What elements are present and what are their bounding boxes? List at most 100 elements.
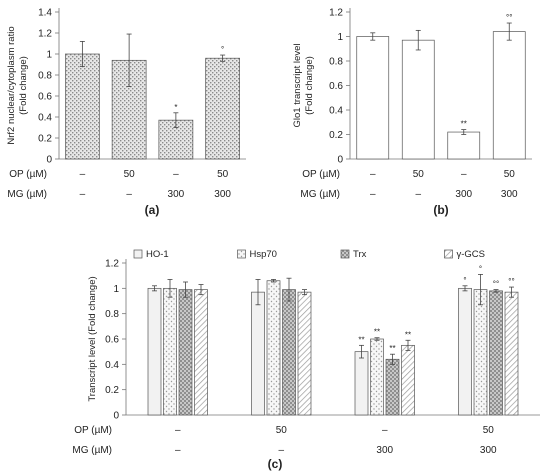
y-tick-label: 1.2 — [329, 8, 343, 19]
y-tick-label: 1.4 — [38, 8, 52, 19]
condition-value: 50 — [217, 169, 229, 180]
significance-mark: °° — [506, 13, 512, 22]
y-tick-label: 0.6 — [105, 335, 119, 346]
condition-value: – — [370, 189, 376, 200]
y-axis-label: Transcript level (Fold change) — [87, 276, 98, 401]
significance-mark: ** — [389, 344, 395, 353]
bar — [297, 291, 312, 416]
y-tick-label: 0.4 — [105, 360, 119, 371]
y-tick-label: 1.2 — [105, 259, 119, 270]
panel-c: 0 0.2 0.4 0.6 0.8 1 1.2 Transcript level (Fold … — [72, 249, 540, 471]
significance-mark: ° — [463, 276, 466, 285]
legend-swatch — [340, 249, 350, 259]
y-tick-label: 0.8 — [105, 309, 119, 320]
condition-value: – — [278, 445, 284, 456]
condition-label: OP (µM) — [74, 425, 112, 436]
condition-value: – — [461, 169, 467, 180]
y-tick-label: 0 — [337, 155, 343, 166]
significance-mark: ** — [405, 330, 411, 339]
bar — [205, 57, 240, 160]
bar — [356, 36, 390, 160]
panel-label: (a) — [145, 203, 160, 217]
condition-value: 300 — [480, 445, 497, 456]
legend-swatch — [237, 249, 246, 259]
significance-mark: ** — [358, 335, 364, 344]
condition-value: 300 — [376, 445, 393, 456]
condition-value: 50 — [124, 169, 136, 180]
bar — [147, 287, 162, 416]
legend-swatch — [133, 249, 143, 259]
condition-value: 300 — [168, 189, 185, 200]
significance-mark: °° — [493, 280, 499, 289]
panel-label: (c) — [268, 457, 283, 471]
bar — [163, 287, 177, 416]
significance-mark: °° — [508, 277, 514, 286]
significance-mark: ° — [479, 264, 482, 273]
condition-label: MG (µM) — [72, 445, 112, 456]
condition-value: – — [175, 425, 181, 436]
bar — [370, 338, 384, 416]
bar — [492, 31, 526, 160]
bar — [178, 289, 193, 416]
y-tick-label: 1.2 — [38, 29, 52, 40]
condition-label: OP (µM) — [302, 169, 340, 180]
condition-value: – — [382, 425, 388, 436]
bar — [401, 39, 435, 160]
bar — [504, 291, 519, 416]
y-tick-label: 0 — [113, 411, 119, 422]
panel-b: 0 0.2 0.4 0.6 0.8 1 1.2 Glo1 transcript level (F… — [292, 8, 532, 217]
bar — [447, 131, 481, 160]
condition-value: 50 — [504, 169, 516, 180]
significance-mark: * — [174, 103, 177, 112]
y-axis-label: Nrf2 nuclear/cytoplasm ratio — [6, 26, 17, 144]
condition-value: – — [126, 189, 132, 200]
condition-value: 300 — [455, 189, 472, 200]
condition-value: – — [80, 189, 86, 200]
condition-label: MG (µM) — [300, 189, 340, 200]
y-axis-label: (Fold change) — [18, 56, 29, 115]
condition-value: – — [173, 169, 179, 180]
bar — [385, 358, 400, 416]
bar — [489, 290, 503, 416]
condition-label: OP (µM) — [9, 169, 47, 180]
significance-mark: ** — [461, 120, 467, 129]
y-tick-label: 1 — [113, 284, 119, 295]
legend-label: Hsp70 — [250, 249, 277, 260]
y-axis-label: Glo1 transcript level — [292, 44, 303, 128]
y-tick-label: 0 — [46, 155, 52, 166]
panel-label: (b) — [433, 203, 448, 217]
bar — [354, 351, 369, 416]
condition-value: 300 — [501, 189, 518, 200]
bar — [65, 53, 100, 160]
y-tick-label: 1 — [337, 32, 343, 43]
condition-value: 50 — [483, 425, 495, 436]
y-tick-label: 0.4 — [329, 106, 343, 117]
bar — [473, 289, 488, 416]
condition-value: – — [80, 169, 86, 180]
condition-value: – — [415, 189, 421, 200]
legend-swatch — [444, 249, 453, 259]
legend-label: γ-GCS — [457, 249, 486, 260]
y-tick-label: 0.4 — [38, 113, 52, 124]
significance-mark: ** — [374, 328, 380, 337]
bar — [194, 289, 208, 416]
y-axis-label: (Fold change) — [304, 56, 315, 115]
y-tick-label: 0.8 — [329, 57, 343, 68]
bar — [401, 344, 415, 416]
bar — [282, 289, 296, 416]
condition-label: MG (µM) — [7, 189, 47, 200]
condition-value: – — [175, 445, 181, 456]
legend-label: HO-1 — [146, 249, 169, 260]
bar — [251, 291, 265, 416]
y-tick-label: 0.6 — [38, 92, 52, 103]
condition-value: – — [370, 169, 376, 180]
panel-a: 0 0.2 0.4 0.6 0.8 1 1.2 1.4 Nrf2 nuclear/cytopla… — [6, 8, 246, 217]
y-tick-label: 0.2 — [329, 130, 343, 141]
y-tick-label: 0.6 — [329, 81, 343, 92]
legend-label: Trx — [353, 249, 367, 260]
y-tick-label: 0.2 — [38, 134, 52, 145]
y-tick-label: 1 — [46, 50, 52, 61]
bar — [458, 287, 472, 416]
significance-mark: ° — [221, 45, 224, 54]
